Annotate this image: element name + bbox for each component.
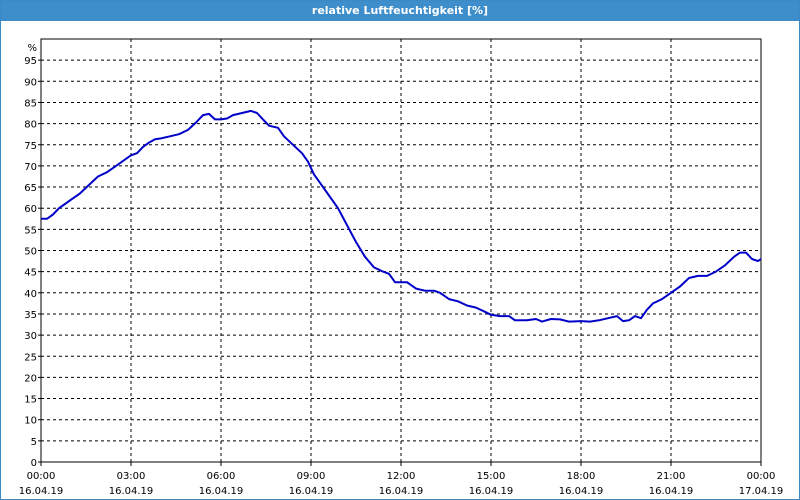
x-tick-date: 16.04.19 xyxy=(109,486,154,497)
x-tick-time: 09:00 xyxy=(297,471,326,482)
y-tick-label: 75 xyxy=(24,141,37,152)
y-tick-label: 65 xyxy=(24,183,37,194)
y-tick-label: 95 xyxy=(24,56,37,67)
y-axis-label: % xyxy=(27,43,37,54)
x-tick-date: 16.04.19 xyxy=(379,486,424,497)
x-tick-time: 06:00 xyxy=(207,471,236,482)
series-line-0 xyxy=(41,109,761,323)
x-tick-time: 21:00 xyxy=(657,471,686,482)
x-tick-date: 16.04.19 xyxy=(469,486,514,497)
plot-border xyxy=(40,38,762,463)
y-tick-label: 40 xyxy=(24,289,37,300)
x-tick-date: 16.04.19 xyxy=(559,486,604,497)
y-tick-label: 30 xyxy=(24,331,37,342)
y-tick-label: 45 xyxy=(24,268,37,279)
x-tick-time: 03:00 xyxy=(117,471,146,482)
x-tick-date: 16.04.19 xyxy=(649,486,694,497)
y-tick-label: 20 xyxy=(24,373,37,384)
y-tick-label: 70 xyxy=(24,162,37,173)
chart-title: relative Luftfeuchtigkeit [%] xyxy=(1,1,799,21)
x-tick-time: 00:00 xyxy=(747,471,776,482)
y-tick-label: 5 xyxy=(31,437,37,448)
y-tick-label: 35 xyxy=(24,310,37,321)
x-tick-time: 00:00 xyxy=(27,471,56,482)
y-tick-label: 10 xyxy=(24,416,37,427)
y-tick-label: 90 xyxy=(24,77,37,88)
y-tick-label: 15 xyxy=(24,395,37,406)
x-tick-time: 12:00 xyxy=(387,471,416,482)
y-tick-label: 25 xyxy=(24,352,37,363)
x-tick-date: 17.04.19 xyxy=(739,486,784,497)
y-tick-label: 60 xyxy=(24,204,37,215)
x-tick-date: 16.04.19 xyxy=(199,486,244,497)
x-tick-date: 16.04.19 xyxy=(289,486,334,497)
y-tick-label: 50 xyxy=(24,247,37,258)
y-tick-label: 55 xyxy=(24,225,37,236)
x-tick-date: 16.04.19 xyxy=(19,486,64,497)
x-tick-time: 18:00 xyxy=(567,471,596,482)
y-tick-label: 80 xyxy=(24,120,37,131)
y-tick-label: 0 xyxy=(31,458,37,469)
y-tick-label: 85 xyxy=(24,98,37,109)
x-tick-time: 15:00 xyxy=(477,471,506,482)
